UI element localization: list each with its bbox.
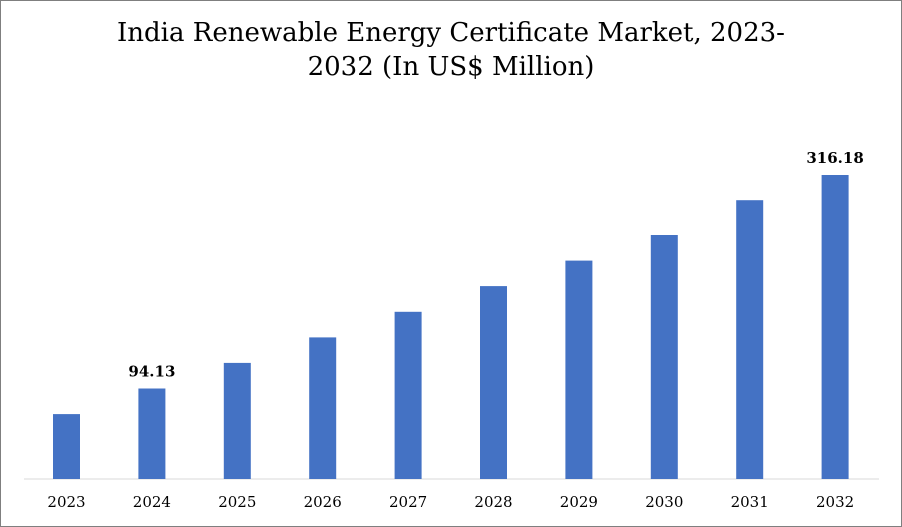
bar-2027 (394, 311, 422, 479)
x-tick-label-2024: 2024 (133, 493, 171, 511)
x-tick-label-2025: 2025 (218, 493, 256, 511)
bar-2024 (138, 388, 166, 479)
bar-2028 (480, 286, 507, 479)
chart-title: India Renewable Energy Certificate Marke… (0, 16, 902, 84)
data-label-2024: 94.13 (128, 363, 175, 381)
bar-2032 (821, 175, 849, 479)
x-tick-label-2028: 2028 (474, 493, 512, 511)
bar-2023 (53, 414, 80, 479)
chart-title-line-1: India Renewable Energy Certificate Marke… (117, 18, 785, 48)
chart-title-line-2: 2032 (In US$ Million) (307, 52, 595, 82)
x-tick-label-2026: 2026 (304, 493, 342, 511)
x-tick-label-2027: 2027 (389, 493, 427, 511)
x-tick-label-2030: 2030 (645, 493, 683, 511)
bar-2025 (223, 362, 251, 479)
data-label-2032: 316.18 (806, 149, 863, 167)
x-tick-label-2032: 2032 (816, 493, 854, 511)
bar-2031 (736, 200, 764, 479)
bars-group (53, 175, 849, 479)
x-tick-labels: 2023 2024 2025 2026 2027 2028 2029 2030 2031 2032 (47, 493, 854, 511)
bar-2026 (309, 337, 337, 479)
data-labels: 94.13 316.18 (128, 149, 863, 381)
x-tick-label-2031: 2031 (731, 493, 769, 511)
x-tick-label-2023: 2023 (47, 493, 85, 511)
bar-2029 (565, 260, 593, 479)
x-tick-label-2029: 2029 (560, 493, 598, 511)
bar-2030 (650, 235, 678, 479)
